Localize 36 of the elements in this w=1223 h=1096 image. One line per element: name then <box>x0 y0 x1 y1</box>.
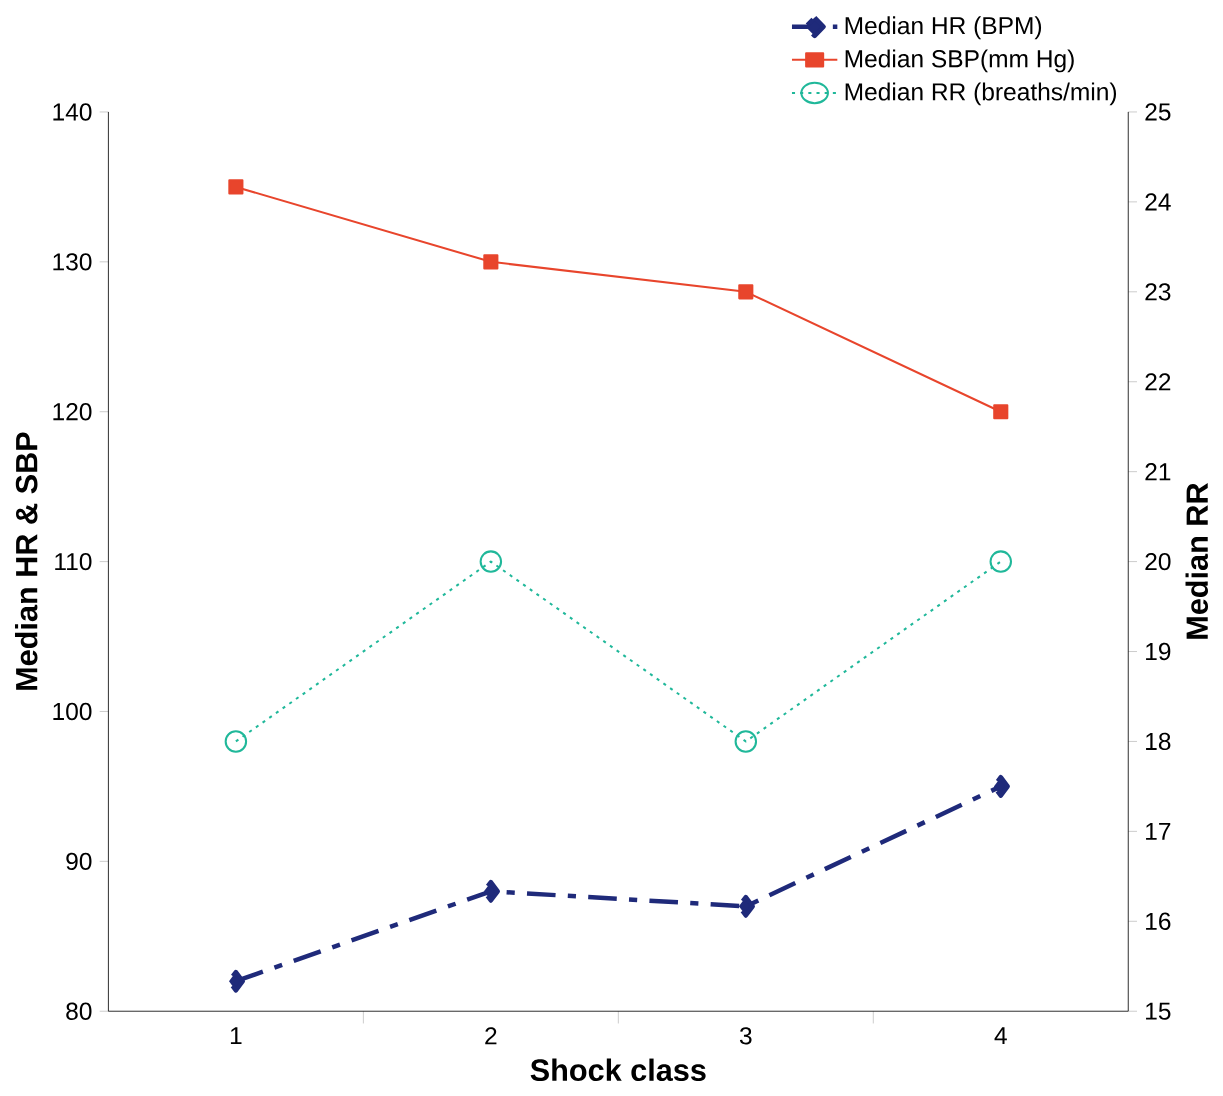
legend-label: Median HR (BPM) <box>845 16 1042 40</box>
y-tick-label: 130 <box>53 253 92 271</box>
point <box>226 969 246 993</box>
legend-label: Median RR (breaths/min) <box>845 82 1117 106</box>
y2-axis-title: Median RR <box>1185 483 1209 639</box>
y2-tick-label: 22 <box>1145 373 1171 391</box>
y2-tick-label: 16 <box>1146 912 1171 930</box>
y2-tick-label: 20 <box>1145 552 1171 571</box>
y2-tick-label: 21 <box>1145 463 1171 481</box>
point <box>991 774 1010 798</box>
y2-tick-label: 23 <box>1145 283 1171 301</box>
point <box>738 284 754 300</box>
y2-tick-label: 19 <box>1146 642 1171 661</box>
x-tick-label: 1 <box>230 1027 242 1045</box>
legend-label: Median SBP(mm Hg) <box>845 49 1074 73</box>
point <box>736 894 755 918</box>
y-tick-label: 90 <box>66 852 92 870</box>
y2-tick-label: 15 <box>1146 1002 1171 1020</box>
point <box>483 254 499 270</box>
y2-tick-label: 18 <box>1146 732 1171 751</box>
y-tick-label: 110 <box>55 552 92 571</box>
x-tick-label: 2 <box>485 1027 497 1045</box>
y-tick-label: 80 <box>66 1002 92 1020</box>
point <box>481 879 500 903</box>
y2-tick-label: 25 <box>1145 103 1171 121</box>
y2-tick-label: 17 <box>1146 822 1171 840</box>
x-axis-title: Shock class <box>530 1058 706 1082</box>
y-tick-label: 120 <box>53 403 92 421</box>
y-tick-label: 100 <box>53 702 92 721</box>
x-tick-label: 4 <box>994 1027 1007 1045</box>
y2-tick-label: 24 <box>1145 193 1171 211</box>
point <box>993 404 1009 420</box>
point <box>228 179 244 195</box>
y-axis-title: Median HR & SBP <box>14 432 38 690</box>
y-tick-label: 140 <box>53 103 92 121</box>
x-tick-label: 3 <box>739 1027 752 1045</box>
